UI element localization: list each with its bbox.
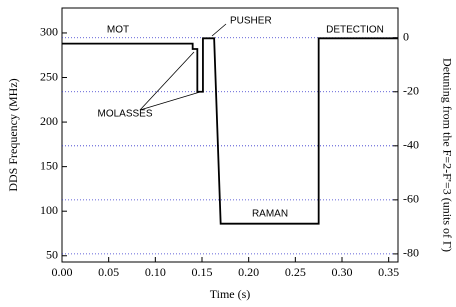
data-line [62, 37, 398, 225]
y2-tick-label: -60 [403, 192, 419, 206]
x-tick-label: 0.10 [145, 265, 166, 279]
y2-tick-label: 0 [403, 29, 409, 43]
y2-tick-label: -80 [403, 246, 419, 260]
y2-tick-label: -40 [403, 138, 419, 152]
x-tick-label: 0.30 [332, 265, 353, 279]
y-axis-label: DDS Frequency (MHz) [6, 78, 20, 191]
annotation: MOLASSES [97, 109, 152, 120]
y-tick-label: 100 [40, 203, 58, 217]
annotation: PUSHER [230, 16, 272, 27]
plot-frame [61, 7, 399, 263]
y-tick-label: 50 [46, 248, 58, 262]
y-tick-label: 200 [40, 114, 58, 128]
x-tick-label: 0.05 [98, 265, 119, 279]
x-tick-label: 0.00 [52, 265, 73, 279]
annotation-arrows [139, 23, 227, 111]
annotation: RAMAN [252, 209, 288, 220]
x-tick-label: 0.35 [378, 265, 399, 279]
x-tick-label: 0.15 [192, 265, 213, 279]
y-tick-label: 150 [40, 158, 58, 172]
x-axis-label: Time (s) [210, 287, 251, 301]
y-tick-label: 300 [40, 25, 58, 39]
x-tick-label: 0.25 [285, 265, 306, 279]
x-tick-label: 0.20 [238, 265, 259, 279]
y2-tick-label: -20 [403, 84, 419, 98]
annotation: MOT [107, 25, 129, 36]
y2-axis-label: Detuning from the F=2-F'=3 (units of Γ) [440, 58, 454, 252]
annotation: DETECTION [326, 25, 384, 36]
y-tick-label: 250 [40, 69, 58, 83]
